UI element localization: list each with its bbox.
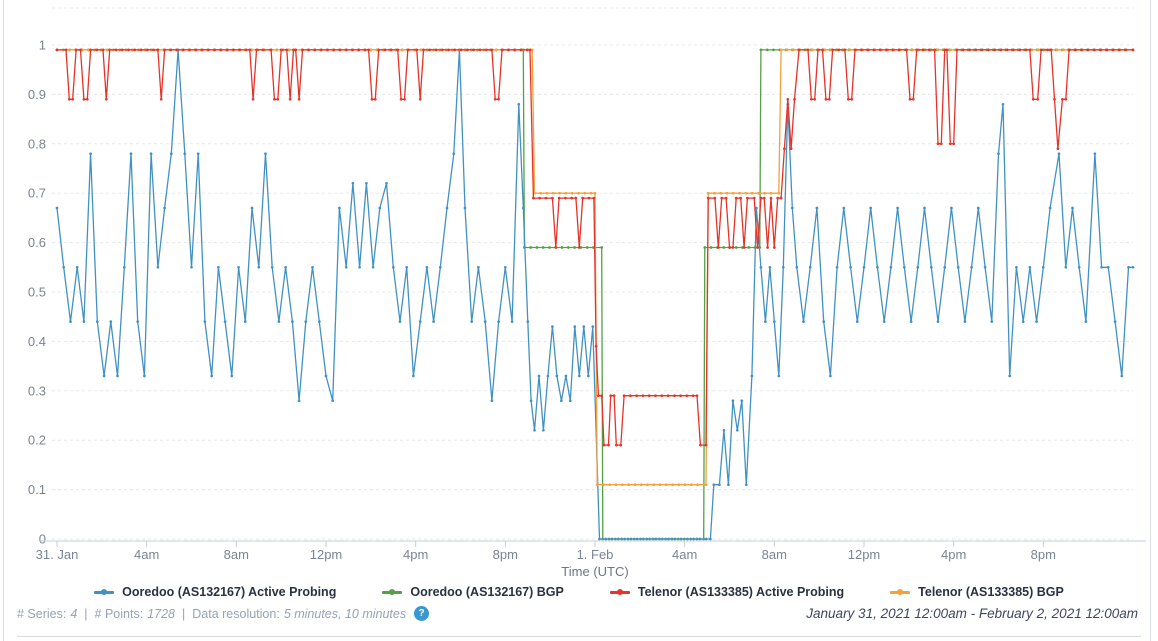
legend-line-marker-icon — [382, 589, 403, 595]
x-tick-label: 8pm — [1031, 547, 1056, 562]
y-tick-label: 0.3 — [28, 383, 46, 398]
legend-line-marker-icon — [890, 589, 911, 595]
x-tick-label: 4am — [134, 547, 159, 562]
y-tick-label: 0 — [39, 532, 46, 547]
series-count-value: 4 — [70, 606, 78, 621]
y-tick-label: 0.1 — [28, 482, 46, 497]
legend-line-marker-icon — [609, 589, 630, 595]
points-count-label: # Points: — [94, 606, 144, 621]
panel-border-left — [3, 0, 4, 641]
x-tick-label: 4am — [672, 547, 697, 562]
y-tick-label: 0.6 — [28, 235, 46, 250]
y-axis-labels: 0 0.1 0.2 0.3 0.4 0.5 0.6 0.7 0.8 0.9 1 — [28, 38, 46, 547]
legend-item-2[interactable]: Telenor (AS133385) Active Probing — [609, 585, 845, 599]
gridlines — [52, 7, 1133, 540]
panel-border-right — [1150, 0, 1151, 641]
legend-label: Telenor (AS133385) BGP — [918, 585, 1064, 599]
x-tick-label: 4pm — [403, 547, 428, 562]
series-count-label: # Series: — [17, 606, 67, 621]
x-tick-label: 1. Feb — [577, 547, 614, 562]
x-tick-label: 12pm — [848, 547, 881, 562]
help-icon[interactable]: ? — [414, 606, 430, 621]
legend-label: Telenor (AS133385) Active Probing — [637, 585, 845, 599]
connectivity-time-series-chart[interactable]: 0 0.1 0.2 0.3 0.4 0.5 0.6 0.7 0.8 0.9 1 31. Jan 4am 8… — [0, 0, 1158, 562]
legend-line-marker-icon — [94, 589, 115, 595]
y-tick-label: 0.5 — [28, 285, 46, 300]
legend-item-1[interactable]: Ooredoo (AS132167) BGP — [382, 585, 564, 599]
x-tick-label: 8am — [762, 547, 787, 562]
series-2 — [55, 48, 1135, 447]
series-0 — [55, 48, 1135, 541]
y-tick-label: 0.2 — [28, 433, 46, 448]
x-tick-label: 8am — [224, 547, 249, 562]
chart-legend: Ooredoo (AS132167) Active Probing Ooredoo… — [10, 583, 1148, 601]
points-count-value: 1728 — [147, 606, 175, 621]
x-tick-label: 12pm — [310, 547, 343, 562]
status-separator: | — [84, 606, 88, 621]
legend-item-3[interactable]: Telenor (AS133385) BGP — [890, 585, 1064, 599]
legend-item-0[interactable]: Ooredoo (AS132167) Active Probing — [94, 585, 336, 599]
x-axis: 31. Jan 4am 8am 12pm 4pm 8pm 1. Feb 4am 8am 12pm 4… — [36, 540, 1146, 562]
y-tick-label: 0.7 — [28, 186, 46, 201]
status-separator: | — [182, 606, 186, 621]
x-tick-label: 8pm — [493, 547, 518, 562]
x-tick-label: 31. Jan — [36, 547, 79, 562]
y-tick-label: 0.8 — [28, 136, 46, 151]
legend-label: Ooredoo (AS132167) Active Probing — [122, 585, 337, 599]
y-tick-label: 0.9 — [28, 87, 46, 102]
x-axis-title: Time (UTC) — [561, 564, 629, 579]
footer-divider — [17, 636, 1141, 637]
resolution-label: Data resolution: — [192, 606, 280, 621]
chart-status-bar: # Series: 4 | # Points: 1728 | Data reso… — [17, 606, 430, 621]
date-range-label: January 31, 2021 12:00am - February 2, 2… — [806, 606, 1138, 621]
y-tick-label: 0.4 — [28, 334, 46, 349]
legend-label: Ooredoo (AS132167) BGP — [410, 585, 564, 599]
x-tick-label: 4pm — [941, 547, 966, 562]
resolution-value: 5 minutes, 10 minutes — [283, 606, 407, 621]
y-tick-label: 1 — [39, 38, 46, 53]
